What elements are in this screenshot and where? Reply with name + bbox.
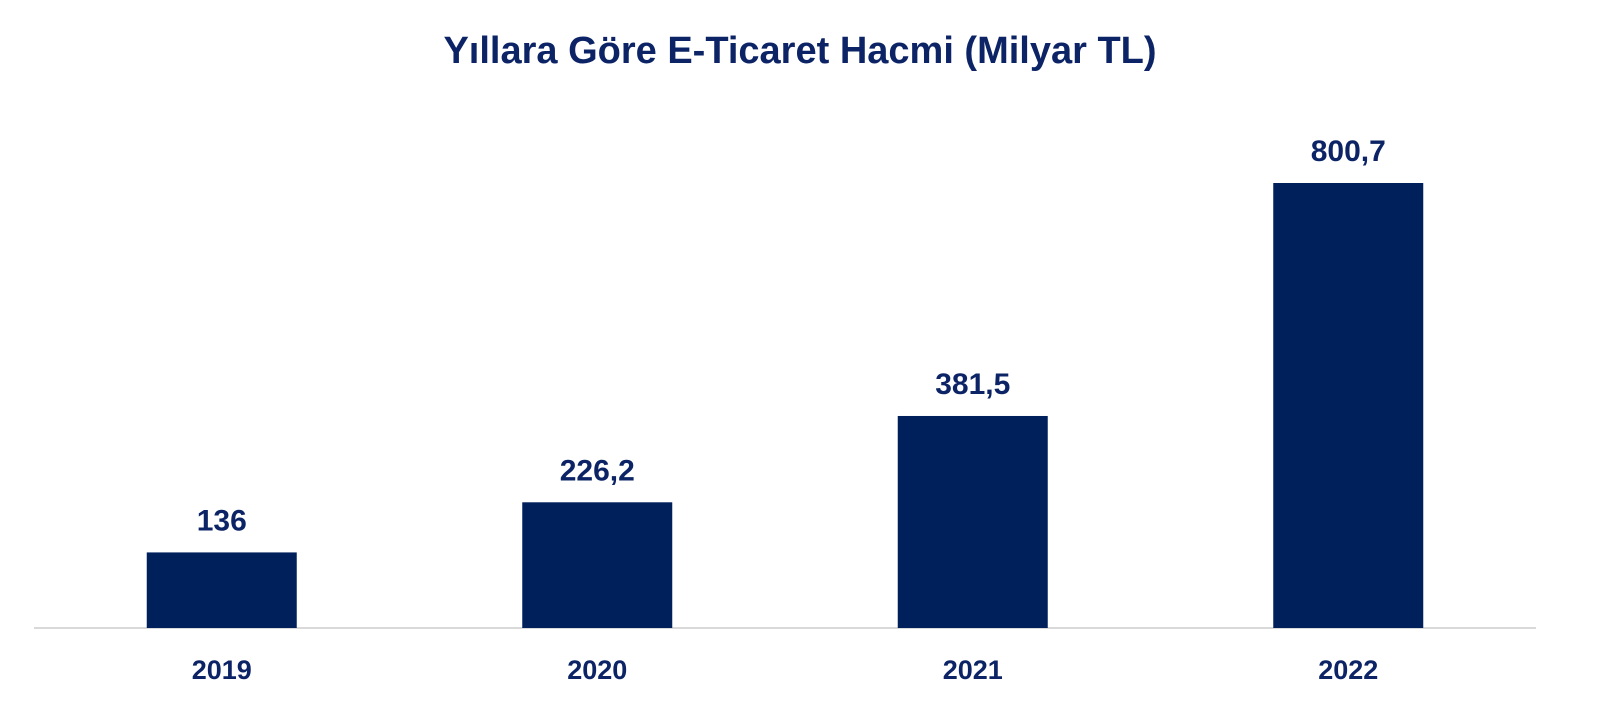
bar-2022 <box>1273 183 1424 628</box>
x-tick-label-2020: 2020 <box>567 655 627 685</box>
x-tick-label-2019: 2019 <box>192 655 252 685</box>
data-label-2022: 800,7 <box>1311 135 1386 168</box>
data-label-2021: 381,5 <box>935 368 1010 401</box>
bar-2019 <box>146 552 297 628</box>
chart-title: Yıllara Göre E-Ticaret Hacmi (Milyar TL) <box>443 30 1157 72</box>
x-tick-label-2021: 2021 <box>943 655 1003 685</box>
bar-2020 <box>522 502 673 628</box>
data-label-2020: 226,2 <box>560 454 635 487</box>
bar-2021 <box>897 415 1048 628</box>
data-label-2019: 136 <box>197 504 247 537</box>
x-tick-label-2022: 2022 <box>1318 655 1378 685</box>
